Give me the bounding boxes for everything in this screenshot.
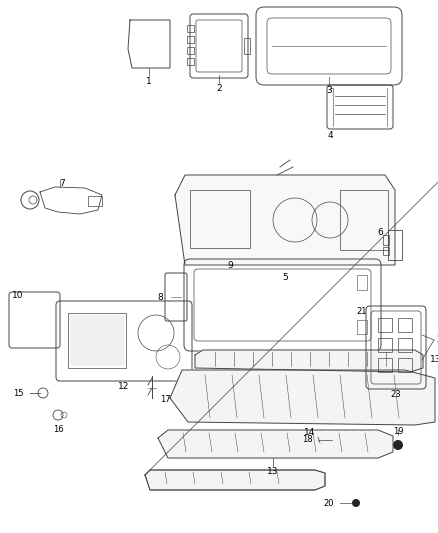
- Polygon shape: [175, 175, 395, 265]
- Text: 4: 4: [328, 131, 334, 140]
- Text: 22: 22: [436, 335, 438, 344]
- Text: 17: 17: [160, 395, 171, 404]
- Text: 3: 3: [326, 86, 332, 95]
- Polygon shape: [145, 470, 325, 490]
- Bar: [70, 315, 124, 365]
- Bar: [378, 338, 392, 352]
- Bar: [68, 313, 126, 368]
- Bar: [383, 235, 389, 245]
- Text: 15: 15: [14, 389, 24, 398]
- Text: 13: 13: [430, 356, 438, 365]
- Text: 8: 8: [157, 293, 163, 302]
- Polygon shape: [170, 370, 435, 425]
- Text: 9: 9: [227, 261, 233, 270]
- Polygon shape: [158, 430, 393, 458]
- Text: 2: 2: [216, 84, 222, 93]
- Text: 23: 23: [391, 390, 401, 399]
- Bar: [187, 36, 194, 43]
- Text: 5: 5: [282, 273, 288, 282]
- Bar: [88, 196, 102, 206]
- Bar: [383, 247, 389, 255]
- Text: 20: 20: [324, 498, 334, 507]
- Text: 16: 16: [53, 425, 64, 434]
- Text: 12: 12: [118, 382, 130, 391]
- Text: 13: 13: [267, 467, 279, 476]
- Bar: [357, 275, 367, 290]
- Bar: [187, 47, 194, 54]
- Text: 14: 14: [304, 428, 316, 437]
- Text: 19: 19: [393, 427, 403, 436]
- Bar: [378, 358, 392, 372]
- Bar: [340, 190, 388, 250]
- Circle shape: [352, 499, 360, 507]
- Polygon shape: [195, 350, 423, 372]
- Text: 21: 21: [357, 307, 367, 316]
- Text: 1: 1: [146, 77, 152, 86]
- Text: 10: 10: [12, 291, 24, 300]
- Bar: [190, 190, 250, 248]
- Bar: [398, 338, 412, 352]
- Text: 7: 7: [59, 179, 65, 188]
- Bar: [378, 318, 392, 332]
- Bar: [398, 318, 412, 332]
- Bar: [187, 25, 194, 32]
- Text: 6: 6: [377, 228, 383, 237]
- Circle shape: [393, 440, 403, 450]
- Bar: [398, 358, 412, 372]
- Bar: [357, 320, 367, 334]
- Bar: [187, 58, 194, 65]
- Text: 18: 18: [302, 435, 313, 445]
- Bar: [388, 230, 402, 260]
- Bar: [244, 38, 250, 54]
